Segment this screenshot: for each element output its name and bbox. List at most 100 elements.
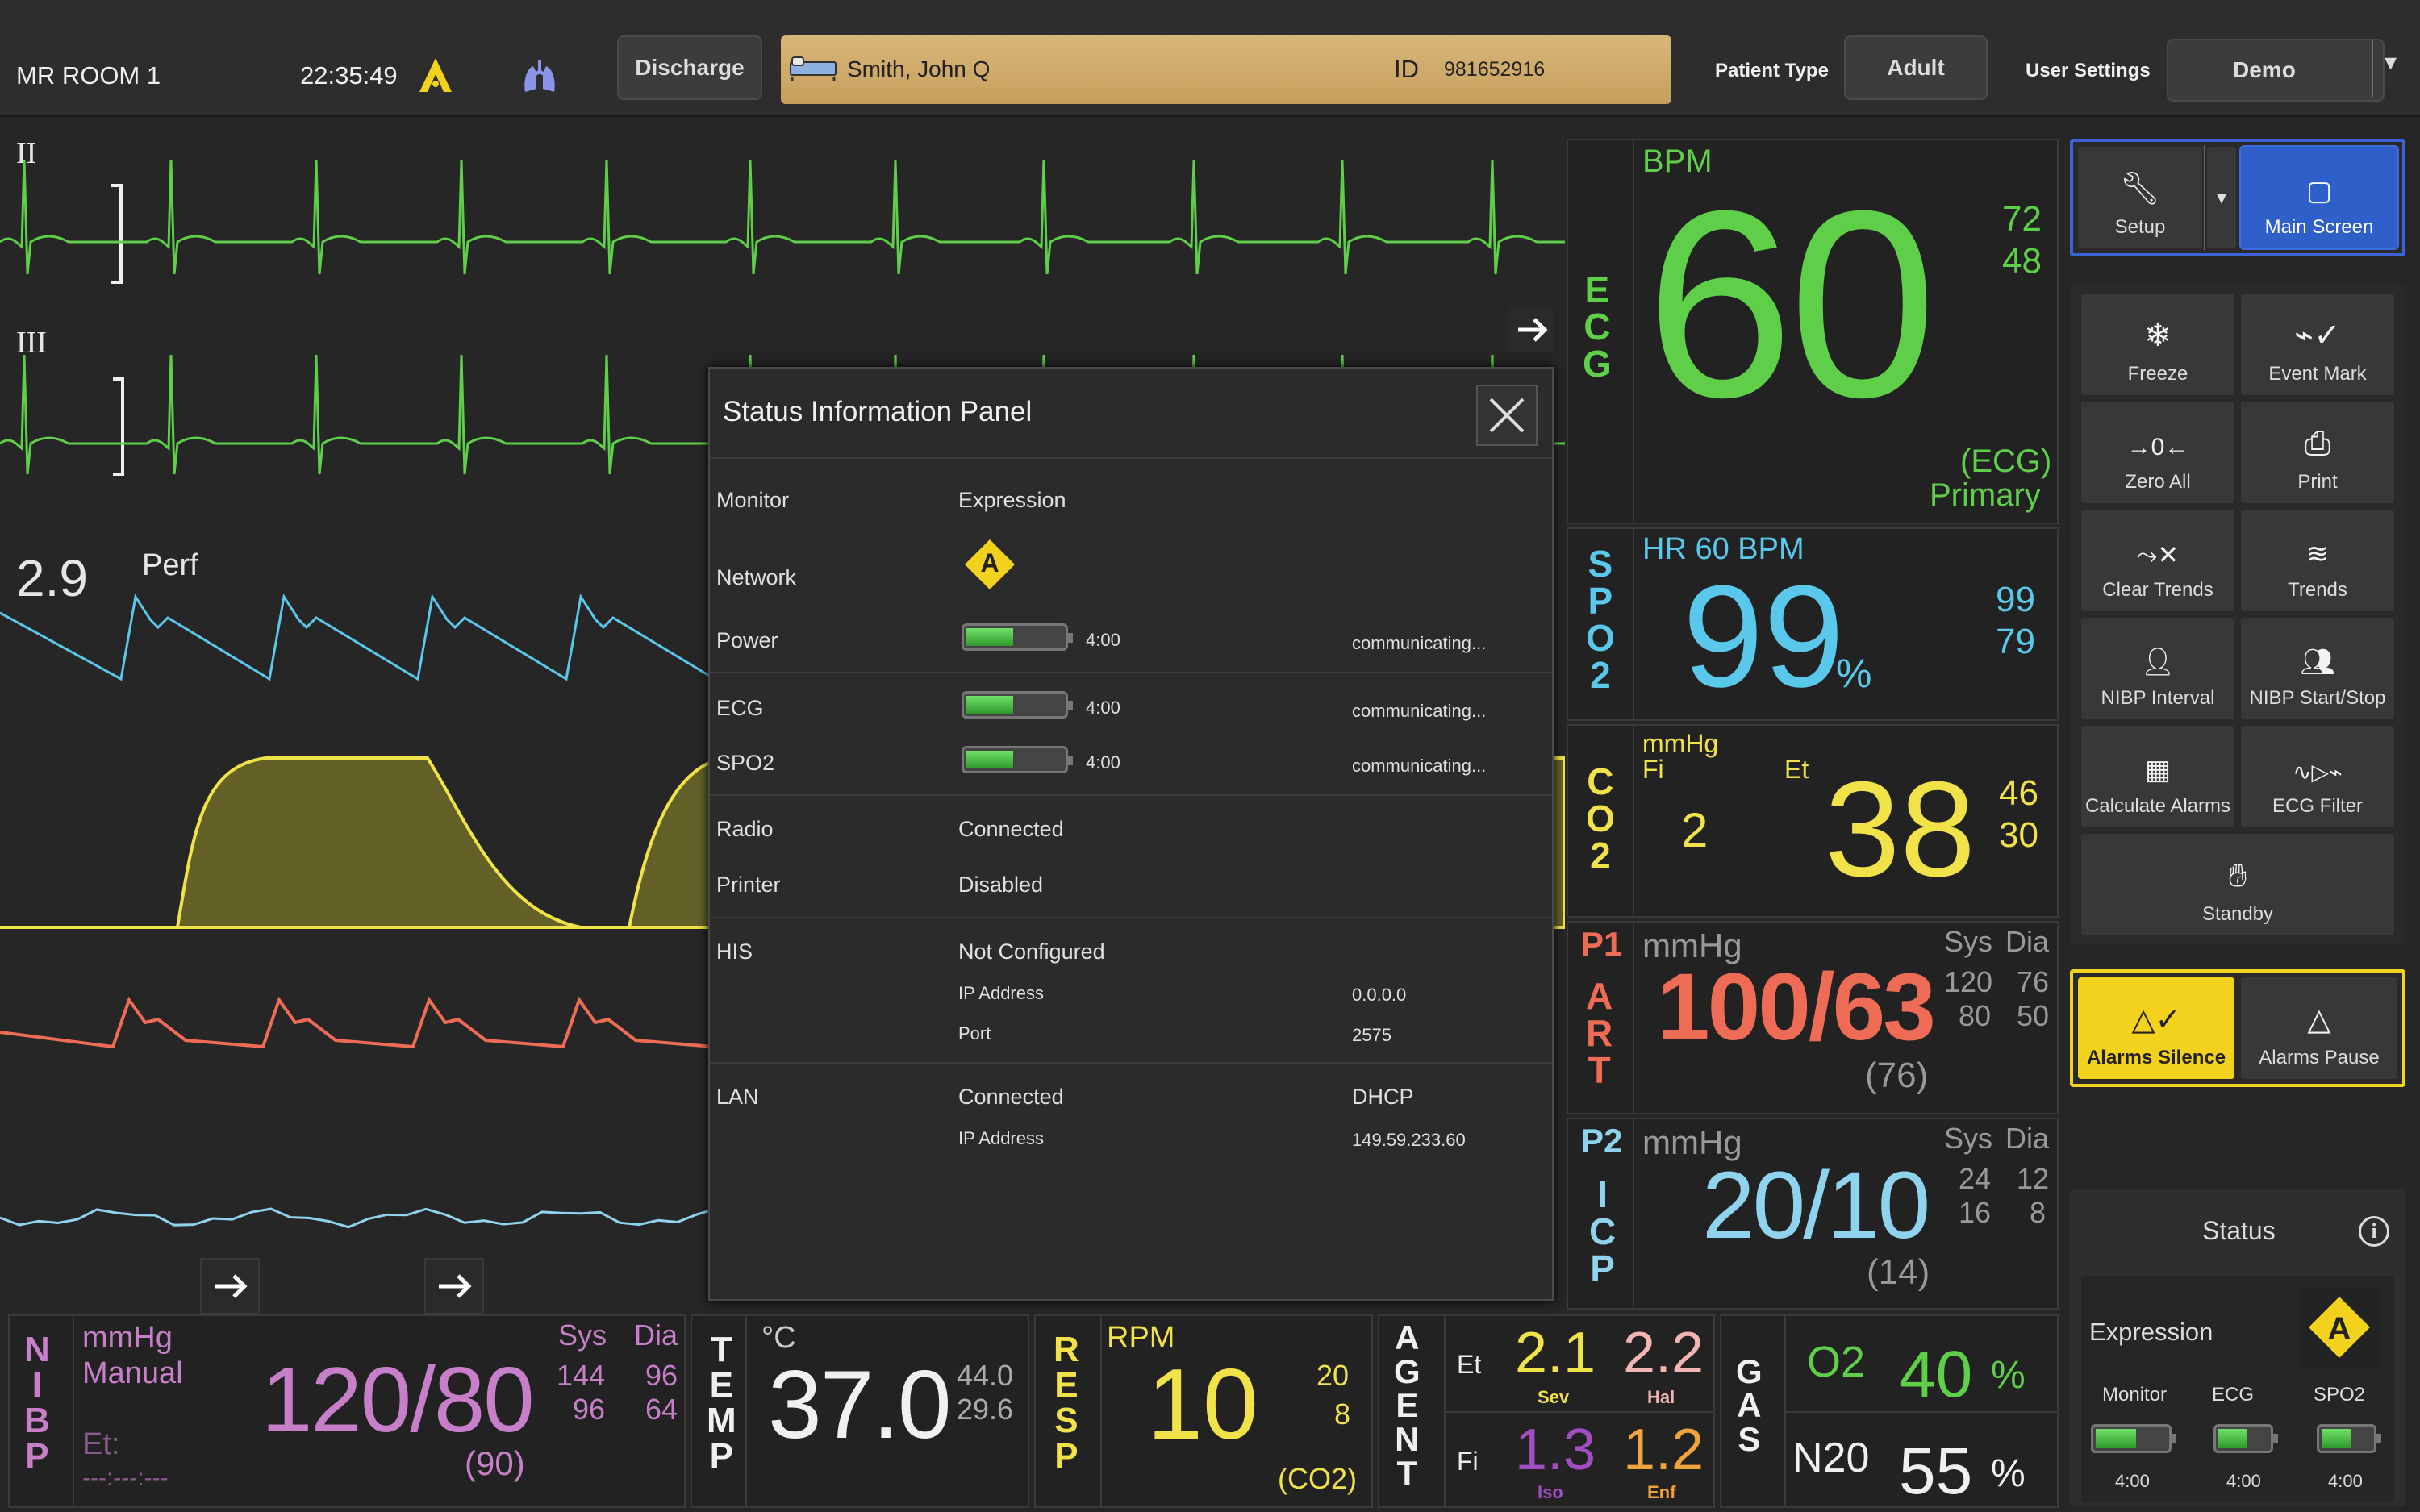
his-ip-label: IP Address <box>958 983 1044 1003</box>
arrow-right-icon[interactable] <box>200 1258 260 1314</box>
patient-bar[interactable]: Smith, John Q ID 981652916 <box>781 35 1671 104</box>
printer-value: Disabled <box>958 873 1044 897</box>
calculate-alarms-button[interactable]: ▦ Calculate Alarms <box>2080 724 2236 829</box>
network-label: Network <box>716 565 797 589</box>
nibp-dia-high: 96 <box>645 1359 678 1392</box>
monitor-battery-icon <box>2091 1424 2176 1453</box>
temp-limit-low: 29.6 <box>957 1393 1014 1426</box>
arrow-right-icon[interactable] <box>424 1258 484 1314</box>
user-settings-select[interactable]: Demo <box>2167 39 2385 102</box>
nibp-parameter-panel[interactable] <box>8 1314 686 1508</box>
spo2-parameter-panel[interactable] <box>1567 527 2059 721</box>
event-mark-button[interactable]: ⌁✓ Event Mark <box>2239 292 2396 397</box>
arrow-right-icon[interactable] <box>1508 306 1555 353</box>
agent-fi-iso: 1.3 <box>1515 1418 1596 1482</box>
art-sys-label: Sys <box>1944 925 1993 958</box>
clear-trends-button[interactable]: ⤳✕ Clear Trends <box>2080 508 2236 613</box>
lan-label: LAN <box>716 1085 759 1109</box>
ecg-primary: Primary <box>1930 477 2041 513</box>
co2-et-value: 38 <box>1825 753 1976 905</box>
lead-iii-label: III <box>16 326 47 360</box>
trends-button[interactable]: ≋ Trends <box>2239 508 2396 613</box>
setup-button[interactable]: 🔧︎ Setup <box>2076 145 2204 250</box>
alarms-silence-button[interactable]: △✓ Alarms Silence <box>2076 976 2236 1081</box>
status-ecg-time: 4:00 <box>2226 1471 2261 1491</box>
spo2-limit-low: 79 <box>1996 622 2035 661</box>
temp-value: 37.0 <box>768 1351 952 1459</box>
agent-parameter-panel[interactable] <box>1378 1314 1715 1508</box>
wrench-icon: 🔧︎ <box>2119 171 2161 206</box>
printer-icon: ⎙ <box>2305 426 2330 461</box>
spo2-unit: % <box>1836 651 1872 696</box>
nibp-et-value: ---:---:--- <box>82 1464 169 1491</box>
status-badge-icon <box>2309 1297 2370 1358</box>
his-ip: 0.0.0.0 <box>1352 985 1407 1005</box>
power-label: Power <box>716 628 778 652</box>
zero-all-button[interactable]: →0← Zero All <box>2080 400 2236 505</box>
chevron-down-icon[interactable]: ▾ <box>2385 49 2397 76</box>
icp-channel: P2 <box>1581 1122 1623 1160</box>
user-settings-label: User Settings <box>2026 60 2151 81</box>
agent-hal-label: Hal <box>1647 1387 1675 1407</box>
perf-value: 2.9 <box>16 549 88 607</box>
discharge-button[interactable]: Discharge <box>617 35 762 100</box>
monitor-value: Expression <box>958 488 1066 512</box>
co2-parameter-panel[interactable] <box>1567 724 2059 918</box>
power-status: communicating... <box>1352 633 1487 653</box>
art-parameter-panel[interactable] <box>1567 921 2059 1114</box>
alarms-pause-button[interactable]: △ Alarms Pause <box>2239 976 2399 1081</box>
temp-unit: °C <box>761 1321 796 1355</box>
setup-dropdown[interactable]: ▾ <box>2205 145 2238 250</box>
alarm-badge-icon[interactable] <box>418 56 453 94</box>
standby-button[interactable]: ✋︎ Standby <box>2080 832 2396 937</box>
ecg-limit-low: 48 <box>2002 241 2042 281</box>
user-settings-value: Demo <box>2233 57 2296 82</box>
co2-limit-low: 30 <box>1999 815 2038 855</box>
status-monitor-time: 4:00 <box>2115 1471 2150 1491</box>
nibp-mode: Manual <box>82 1356 183 1390</box>
icp-parameter-panel[interactable] <box>1567 1118 2059 1310</box>
agent-sev-label: Sev <box>1538 1387 1570 1407</box>
close-icon[interactable] <box>1476 385 1538 446</box>
power-time: 4:00 <box>1086 630 1120 650</box>
alarm-silence-icon: △✓ <box>2131 1003 2181 1037</box>
freeze-button[interactable]: ❄ Freeze <box>2080 292 2236 397</box>
resp-parameter-panel[interactable] <box>1034 1314 1373 1508</box>
lungs-icon[interactable] <box>520 56 559 95</box>
info-icon[interactable]: i <box>2359 1216 2389 1247</box>
icp-unit: mmHg <box>1642 1123 1742 1161</box>
agent-et-sev: 2.1 <box>1515 1321 1596 1385</box>
status-box[interactable]: Status i Expression A Monitor ECG SPO2 4… <box>2070 1189 2405 1506</box>
nibp-dia-low: 64 <box>645 1393 678 1426</box>
nibp-unit: mmHg <box>82 1321 173 1355</box>
art-dia-low: 50 <box>2017 999 2050 1032</box>
patient-id-label: ID <box>1394 55 1419 83</box>
print-button[interactable]: ⎙ Print <box>2239 400 2396 505</box>
nibp-interval-button[interactable]: 👤︎ NIBP Interval <box>2080 616 2236 721</box>
status-title: Status <box>2202 1216 2276 1245</box>
his-port: 2575 <box>1352 1025 1392 1045</box>
co2-fi-value: 2 <box>1681 803 1709 857</box>
main-screen-button[interactable]: ▢ Main Screen <box>2239 145 2399 250</box>
icp-dia-low: 8 <box>2030 1196 2047 1229</box>
divider <box>710 457 1552 459</box>
agent-fi-enf: 1.2 <box>1623 1418 1704 1482</box>
patient-type-button[interactable]: Adult <box>1844 35 1988 100</box>
ecg-label: ECG <box>716 696 764 720</box>
art-value: 100/63 <box>1657 954 1936 1060</box>
temp-parameter-panel[interactable] <box>691 1314 1029 1508</box>
ecg-parameter-panel[interactable] <box>1567 139 2059 524</box>
room-label: MR ROOM 1 <box>16 61 161 90</box>
ecg-unit: BPM <box>1642 144 1713 179</box>
calculator-icon: ▦ <box>2144 755 2172 785</box>
nibp-start-stop-button[interactable]: 👥︎ NIBP Start/Stop <box>2239 616 2396 721</box>
select-divider <box>2372 40 2373 97</box>
his-value: Not Configured <box>958 939 1105 964</box>
ecg-status: communicating... <box>1352 701 1487 721</box>
gas-parameter-panel[interactable] <box>1720 1314 2059 1508</box>
ecg-battery-icon <box>2213 1424 2278 1453</box>
ecg-filter-button[interactable]: ∿▷⌁ ECG Filter <box>2239 724 2396 829</box>
